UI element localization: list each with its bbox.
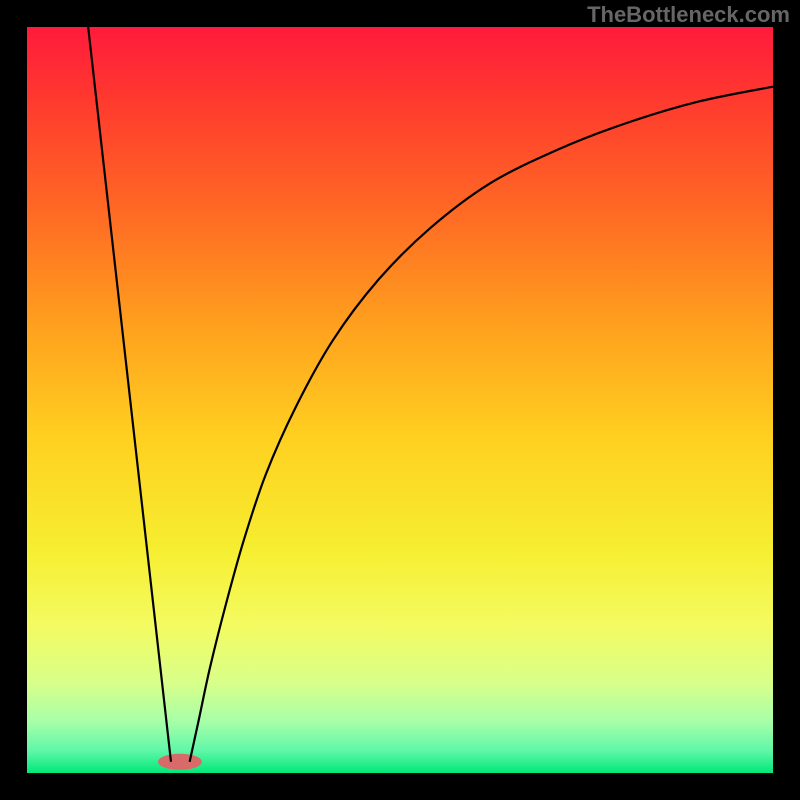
minimum-marker: [158, 754, 202, 770]
curves-layer: [27, 27, 773, 773]
left-curve: [88, 27, 171, 762]
chart-container: TheBottleneck.com: [0, 0, 800, 800]
right-curve: [190, 87, 773, 762]
plot-area: [27, 27, 773, 773]
watermark-text: TheBottleneck.com: [587, 2, 790, 28]
